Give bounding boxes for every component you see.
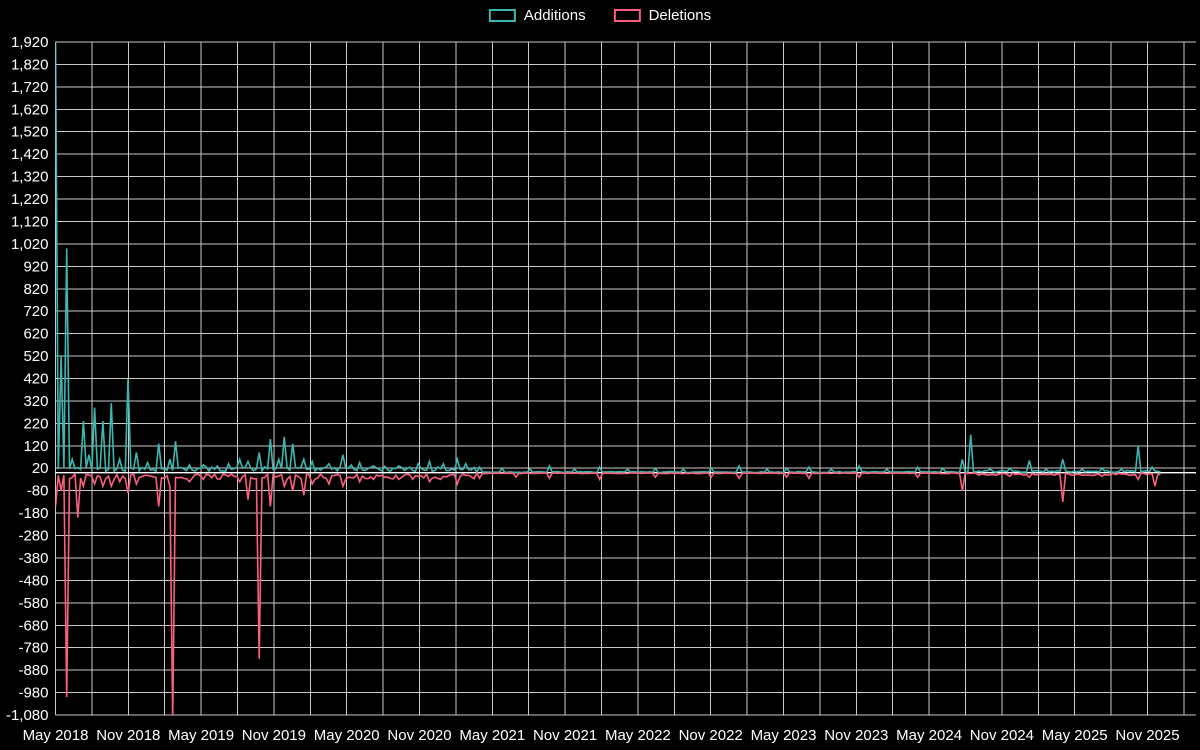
- x-tick-label: May 2019: [168, 727, 234, 744]
- y-tick-label: 1,320: [11, 169, 49, 186]
- y-tick-label: 1,020: [11, 236, 49, 253]
- x-tick-label: May 2018: [23, 727, 89, 744]
- legend-label-deletions: Deletions: [648, 7, 712, 24]
- x-tick-label: May 2023: [751, 727, 817, 744]
- y-tick-label: 720: [23, 303, 48, 320]
- y-tick-label: 520: [23, 348, 48, 365]
- legend-item-additions[interactable]: Additions: [488, 7, 586, 24]
- deletions-swatch-icon: [613, 9, 641, 22]
- y-tick-label: 1,220: [11, 191, 49, 208]
- y-tick-label: -180: [18, 505, 48, 522]
- y-tick-label: 1,820: [11, 56, 49, 73]
- x-tick-label: Nov 2022: [679, 727, 743, 744]
- y-tick-label: 820: [23, 281, 48, 298]
- gridlines: [55, 41, 1196, 716]
- y-tick-label: 1,620: [11, 101, 49, 118]
- y-tick-label: 20: [32, 460, 49, 477]
- x-tick-label: Nov 2024: [970, 727, 1034, 744]
- x-tick-label: Nov 2018: [96, 727, 160, 744]
- y-tick-label: 220: [23, 415, 48, 432]
- y-tick-label: 1,420: [11, 146, 49, 163]
- y-tick-label: -980: [18, 685, 48, 702]
- x-tick-label: May 2024: [896, 727, 962, 744]
- additions-swatch-icon: [488, 9, 516, 22]
- y-tick-label: -580: [18, 595, 48, 612]
- y-tick-label: 1,120: [11, 214, 49, 231]
- x-tick-label: Nov 2021: [533, 727, 597, 744]
- y-tick-label: 320: [23, 393, 48, 410]
- y-tick-label: 120: [23, 438, 48, 455]
- y-tick-label: 920: [23, 258, 48, 275]
- x-tick-label: Nov 2020: [387, 727, 451, 744]
- x-tick-label: May 2020: [314, 727, 380, 744]
- x-tick-label: Nov 2025: [1115, 727, 1179, 744]
- x-tick-label: Nov 2019: [242, 727, 306, 744]
- deletions-line: [55, 471, 1161, 715]
- y-tick-label: 420: [23, 371, 48, 388]
- y-tick-label: -780: [18, 640, 48, 657]
- x-tick-label: May 2025: [1042, 727, 1108, 744]
- chart-legend: Additions Deletions: [488, 7, 712, 24]
- y-tick-label: -280: [18, 528, 48, 545]
- y-tick-label: 1,720: [11, 79, 49, 96]
- y-tick-label: -380: [18, 550, 48, 567]
- legend-label-additions: Additions: [523, 7, 586, 24]
- x-tick-label: May 2021: [459, 727, 525, 744]
- y-tick-label: 1,920: [11, 34, 49, 51]
- y-tick-label: 620: [23, 326, 48, 343]
- additions-line: [55, 42, 1161, 474]
- y-tick-label: -80: [27, 483, 49, 500]
- x-tick-label: Nov 2023: [824, 727, 888, 744]
- y-tick-label: -680: [18, 617, 48, 634]
- y-tick-label: 1,520: [11, 124, 49, 141]
- y-tick-label: -880: [18, 662, 48, 679]
- y-tick-label: -1,080: [6, 707, 49, 724]
- legend-item-deletions[interactable]: Deletions: [613, 7, 712, 24]
- y-tick-label: -480: [18, 572, 48, 589]
- x-tick-label: May 2022: [605, 727, 671, 744]
